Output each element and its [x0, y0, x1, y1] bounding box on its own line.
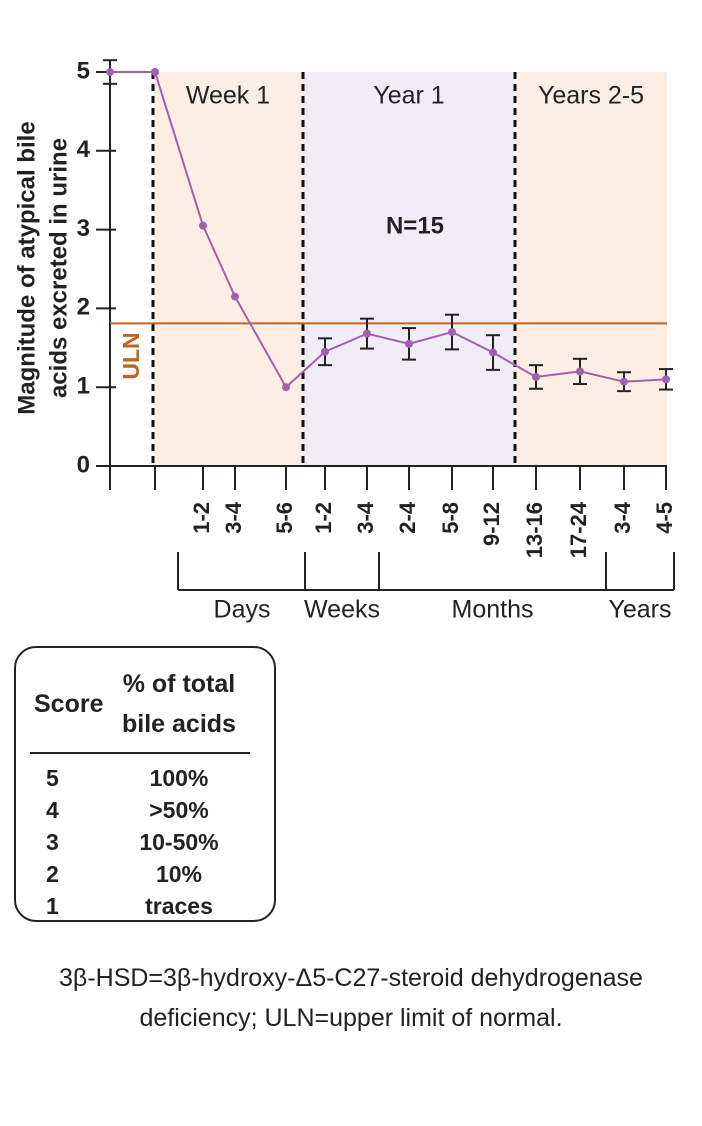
- table-cell: >50%: [149, 797, 209, 823]
- table-cell: 1: [46, 893, 59, 919]
- region-label: Years 2-5: [538, 82, 644, 110]
- table-cell: 2: [46, 861, 59, 887]
- table-cell: 10-50%: [139, 829, 219, 855]
- x-tick-label: 3-4: [610, 501, 635, 534]
- chart: Week 1 Year 1 Years 2-5 0 1 2 3 4 5 1-2 3-4 5-6 1-2 3…: [13, 57, 677, 624]
- y-tick-label: 0: [77, 451, 90, 478]
- table: Score % of total bile acids 5 100% 4 >50% 3 1…: [30, 664, 251, 922]
- score-table: Score % of total bile acids 5 100% 4 >50% 3 1…: [14, 646, 276, 922]
- table-cell: traces: [145, 893, 213, 919]
- table-cell: 3: [46, 829, 59, 855]
- point: [489, 348, 497, 357]
- point: [532, 372, 540, 381]
- table-cell: 4: [46, 797, 59, 823]
- y-tick-label: 2: [77, 294, 90, 321]
- table-cell: 10%: [155, 861, 202, 887]
- x-tick-label: 5-6: [272, 502, 297, 534]
- table-cell: 100%: [149, 765, 209, 791]
- point: [662, 375, 670, 384]
- y-tick-label: 4: [77, 136, 91, 163]
- region: [303, 72, 515, 466]
- uln-label: ULN: [118, 332, 144, 379]
- annotation: N=15: [386, 212, 444, 239]
- point: [151, 68, 159, 76]
- x-tick-label: 9-12: [479, 502, 504, 546]
- point: [282, 383, 290, 392]
- x-tick-label: 2-4: [395, 501, 420, 534]
- y-tick-label: 1: [77, 373, 90, 400]
- y-tick-label: 5: [77, 57, 90, 84]
- point: [106, 68, 114, 76]
- header-cell: % of total bile acids: [107, 664, 251, 754]
- group-label: Weeks: [304, 596, 380, 624]
- region-label: Year 1: [373, 82, 444, 110]
- x-tick-label: 13-16: [522, 502, 547, 558]
- x-tick-label: 1-2: [311, 502, 336, 534]
- point: [363, 329, 371, 338]
- x-tick-label: 3-4: [221, 501, 246, 534]
- group-label: Years: [608, 596, 671, 624]
- point: [620, 377, 628, 386]
- region: [515, 72, 667, 466]
- point: [448, 328, 456, 337]
- point: [231, 292, 239, 301]
- footnote: 3β-HSD=3β-hydroxy-Δ5-C27-steroid dehydro…: [59, 964, 643, 1032]
- x-tick-label: 3-4: [353, 501, 378, 534]
- x-tick-label: 4-5: [652, 502, 677, 534]
- x-tick-label: 5-8: [438, 502, 463, 534]
- header-cell: Score: [30, 664, 108, 754]
- point: [405, 339, 413, 348]
- y-axis-label: acids excreted in urine: [45, 138, 72, 398]
- region: [153, 72, 303, 466]
- y-axis-label: Magnitude of atypical bile: [13, 121, 40, 414]
- region-label: Week 1: [186, 82, 270, 110]
- point: [199, 221, 207, 230]
- point: [321, 347, 329, 356]
- group-label: Days: [214, 596, 271, 624]
- y-tick-label: 3: [77, 215, 90, 242]
- group-label: Months: [452, 596, 534, 624]
- point: [576, 367, 584, 376]
- series-line: [110, 71, 667, 389]
- table-cell: 5: [46, 765, 59, 791]
- x-tick-label: 1-2: [189, 502, 214, 534]
- x-tick-label: 17-24: [566, 501, 591, 558]
